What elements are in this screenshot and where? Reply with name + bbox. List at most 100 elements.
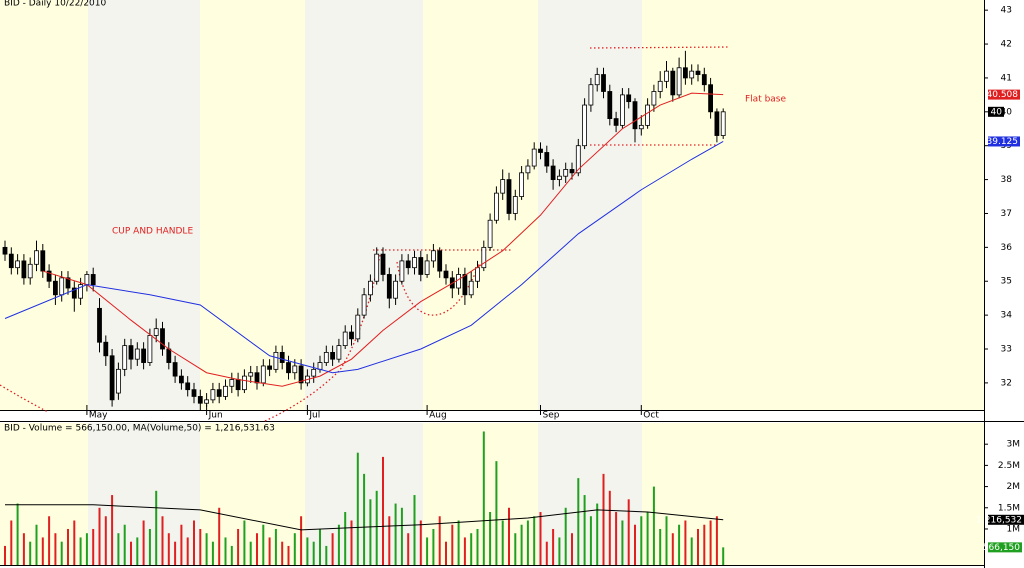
y-tick-label: 40 [1001,107,1013,117]
candle-body [78,284,83,299]
volume-bar [482,431,485,565]
candle-body [27,263,33,279]
volume-bar [476,528,479,565]
volume-bar [148,528,151,565]
volume-bar [48,516,51,565]
candle-body [475,267,480,282]
x-tick-label: May [89,411,108,421]
volume-bar [671,533,674,565]
candle-body [342,331,348,347]
candle-body [71,287,77,299]
volume-bar [287,545,290,565]
volume-bar [627,499,630,565]
candle-body [223,385,228,397]
candle-body [683,67,688,79]
candle-body [147,335,153,363]
candle-body [695,70,701,75]
volume-bar [211,541,214,565]
volume-bar [577,478,580,565]
volume-bar [293,533,296,565]
volume-bar [60,541,63,565]
candle-body [172,362,178,377]
candle-body [90,274,96,286]
volume-bar [382,456,384,565]
volume-bar [640,516,643,565]
volume-bar [319,528,321,565]
candle-body [65,277,71,289]
volume-bar [356,452,359,565]
candle-body [248,372,254,377]
volume-bar [470,533,473,565]
x-tick-label: Aug [429,411,447,421]
volume-bar [615,512,618,565]
volume-bar [35,524,38,565]
volume-bar [678,524,681,565]
candle-body [720,111,726,136]
x-tick-label: Oct [643,411,659,421]
candle-body [569,169,575,174]
candle-body [424,260,430,275]
volume-bar [495,461,498,565]
candle-body [311,368,317,377]
volume-bar [501,520,504,565]
volume-bar [445,541,447,565]
chart-title: BID - Daily 10/22/2010 [4,0,107,9]
price-label-box [988,89,1020,100]
volume-bar [344,512,347,565]
volume-bar [306,537,309,565]
volume-bar [665,516,668,565]
volume-average [5,504,724,531]
volume-bar [92,528,95,565]
volume-bar [432,528,435,565]
candle-body [708,84,713,113]
volume-bar [350,520,353,565]
volume-bar [331,533,334,565]
candle-body [59,277,65,296]
volume-bar [463,537,466,565]
annotation: CUP AND HANDLE [112,227,193,237]
volume-bar [199,528,202,565]
candle-body [386,274,392,299]
volume-bar [545,541,548,565]
y-tick-label: 32 [1001,378,1012,388]
volume-bar [174,541,177,565]
x-tick-label: Sep [543,411,560,421]
candle-body [374,253,380,282]
candle-body [456,274,462,289]
volume-bar [589,516,592,565]
volume-bar [218,507,221,565]
volume-bar [369,499,372,565]
volume-bar [419,520,422,565]
volume-bar [564,507,567,565]
candle-body [122,345,128,370]
volume-bar [85,533,88,565]
volume-bar [533,516,536,565]
volume-bar [394,503,397,565]
candle-body [462,274,468,296]
candle-body [235,379,241,391]
candle-body [701,74,707,86]
candle-body [638,124,644,130]
volume-bar [67,528,69,565]
candle-body [437,250,443,272]
candle-body [550,165,556,180]
volume-bar [520,524,523,565]
volume-bar [117,533,120,565]
volume-bar [400,507,403,565]
volume-bar [634,524,636,565]
volume-bar [281,541,284,565]
candle-body [355,314,361,340]
volume-bar [684,520,687,565]
candle-body [481,246,487,269]
candle-body [468,280,474,296]
candle-body [166,348,172,363]
candle-body [254,372,260,384]
volume-bar [451,524,454,565]
annotation: Flat base [745,95,786,105]
candle-body [405,260,411,269]
candle-body [588,84,594,106]
candle-body [632,101,638,130]
volume-label-box [988,542,1022,553]
trend-curve [0,384,49,413]
volume-bar [249,541,252,565]
